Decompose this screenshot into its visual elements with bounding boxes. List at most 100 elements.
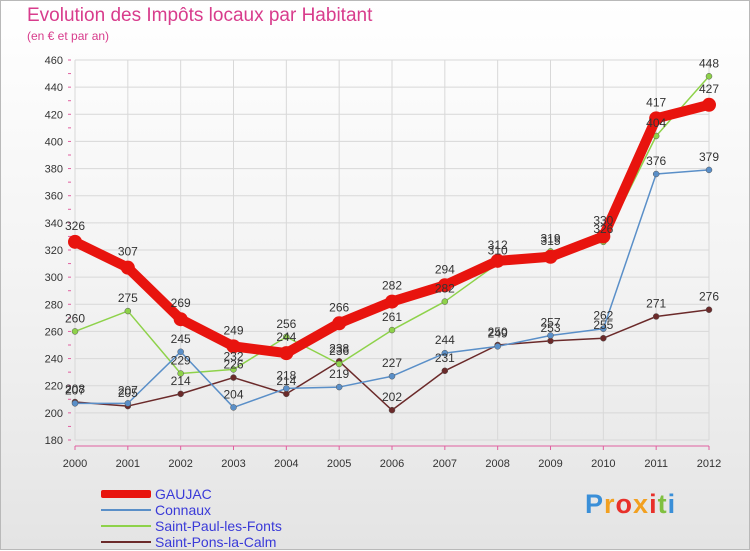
data-label: 245 [171, 332, 191, 346]
y-tick-label: 460 [45, 55, 63, 67]
data-label: 319 [540, 231, 560, 245]
data-point [124, 400, 132, 407]
y-tick-label: 360 [45, 191, 63, 203]
data-point [547, 332, 554, 339]
data-label: 255 [593, 318, 613, 332]
data-label: 207 [118, 383, 138, 397]
data-label: 214 [276, 374, 296, 388]
data-point [600, 334, 607, 342]
data-label: 326 [65, 219, 85, 233]
data-label: 379 [699, 150, 719, 164]
data-point [652, 170, 660, 178]
data-label: 275 [118, 291, 138, 305]
x-tick-label: 2000 [63, 458, 87, 470]
logo-letter: x [633, 489, 650, 519]
data-point [230, 366, 237, 373]
data-point [441, 349, 449, 357]
y-tick-label: 320 [45, 245, 63, 257]
y-tick-label: 260 [45, 326, 63, 338]
data-label: 269 [171, 296, 191, 310]
data-point [547, 337, 554, 345]
legend-swatch-saint-paul-les-fonts [101, 525, 151, 527]
data-label: 256 [276, 317, 296, 331]
data-point [385, 294, 399, 309]
data-label: 244 [276, 330, 296, 344]
data-label: 204 [223, 387, 243, 401]
y-tick-label: 240 [45, 354, 63, 366]
data-label: 226 [223, 358, 243, 372]
y-tick-label: 400 [45, 136, 63, 148]
x-tick-label: 2002 [168, 458, 192, 470]
y-tick-label: 300 [45, 272, 63, 284]
data-point [283, 385, 290, 392]
y-tick-label: 420 [45, 109, 63, 121]
data-label: 207 [65, 383, 85, 397]
data-point [177, 370, 184, 377]
data-point [230, 374, 237, 381]
data-label: 208 [65, 382, 85, 396]
x-tick-label: 2011 [644, 458, 668, 470]
data-label: 253 [540, 321, 560, 335]
data-label: 262 [593, 309, 613, 323]
data-labels: 326 307 269 249 244 266 282 294 312 315 330 417 427 2… [65, 56, 719, 404]
data-point [705, 306, 713, 313]
data-label: 249 [223, 323, 243, 337]
data-point [437, 278, 452, 293]
data-label: 238 [329, 341, 349, 355]
x-tick-label: 2010 [591, 458, 615, 470]
data-point [388, 326, 396, 334]
data-point [494, 343, 501, 350]
x-tick-label: 2009 [538, 458, 562, 470]
y-tick-label: 280 [45, 299, 63, 311]
data-label: 312 [488, 238, 508, 252]
logo-letter: t [657, 489, 668, 519]
legend-label-saint-paul-les-fonts: Saint-Paul-les-Fonts [155, 518, 282, 534]
legend-label-connaux: Connaux [155, 502, 212, 518]
data-label: 315 [540, 234, 560, 248]
data-point [68, 234, 82, 249]
data-point [173, 312, 188, 327]
data-label: 260 [65, 311, 85, 325]
legend-label-gaujac: GAUJAC [155, 486, 212, 502]
x-tick-label: 2006 [380, 458, 404, 470]
proxiti-logo: Proxiti [585, 489, 676, 520]
data-label: 227 [382, 356, 402, 370]
data-point [543, 249, 558, 264]
data-label: 417 [646, 95, 666, 109]
data-point [596, 229, 611, 244]
data-point [652, 313, 660, 320]
data-label: 250 [488, 325, 508, 339]
data-point [177, 390, 184, 398]
y-tick-label: 440 [45, 82, 63, 94]
data-point [71, 400, 79, 407]
data-point [441, 298, 449, 305]
chart-title: Evolution des Impôts locaux par Habitant [27, 5, 373, 26]
x-tick-label: 2008 [485, 458, 509, 470]
data-point [388, 406, 396, 414]
data-point [702, 97, 716, 112]
data-label: 310 [488, 244, 508, 258]
data-label: 244 [435, 333, 455, 347]
data-label: 218 [276, 368, 296, 382]
data-label: 376 [646, 154, 666, 168]
data-label: 294 [435, 262, 455, 276]
data-label: 219 [329, 367, 349, 381]
data-label: 236 [329, 344, 349, 358]
data-label: 257 [540, 316, 560, 330]
data-label: 326 [593, 222, 613, 236]
data-point [332, 316, 347, 331]
legend-swatch-connaux [101, 509, 151, 511]
data-label: 249 [488, 326, 508, 340]
data-label: 330 [593, 213, 613, 227]
y-tick-label: 200 [45, 408, 63, 420]
y-tick-label: 220 [45, 381, 63, 393]
data-point [705, 166, 713, 174]
data-label: 214 [171, 374, 191, 388]
data-label: 404 [646, 116, 666, 130]
grid [74, 59, 710, 441]
data-point [388, 372, 396, 380]
data-label: 232 [223, 349, 243, 363]
x-tick-label: 2003 [221, 458, 245, 470]
data-point [283, 333, 290, 341]
logo-letter: o [615, 489, 634, 519]
